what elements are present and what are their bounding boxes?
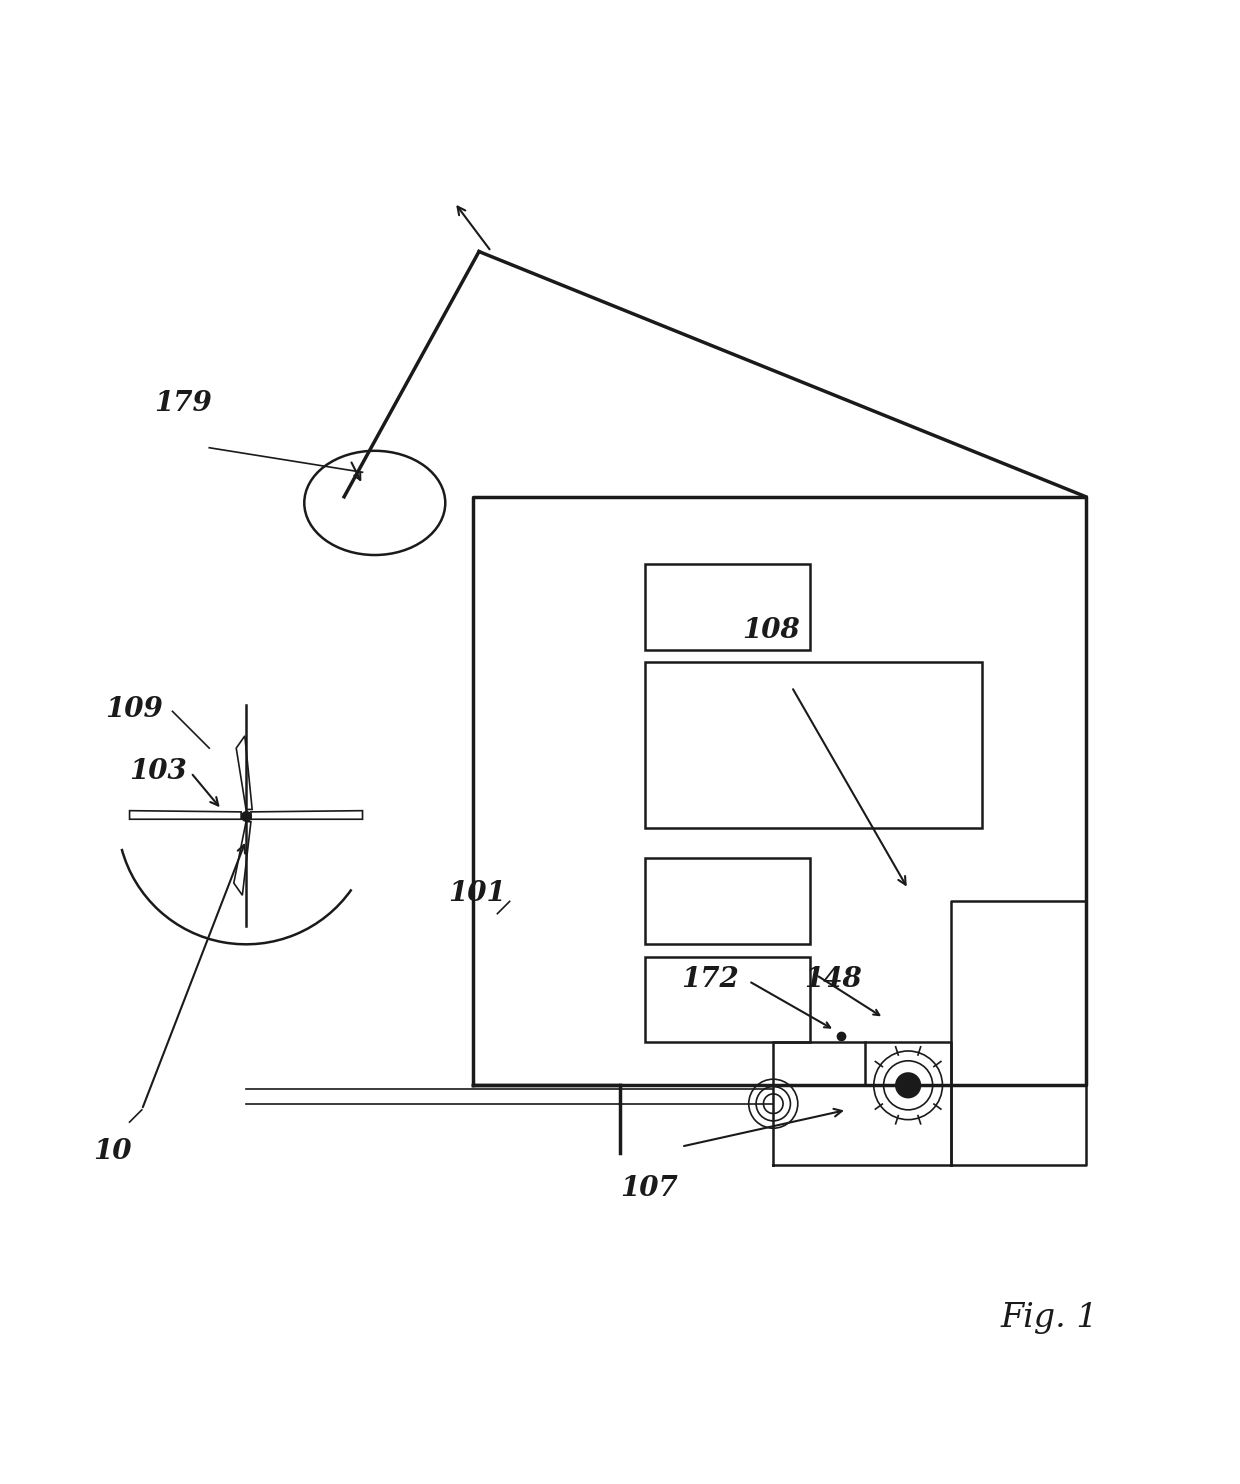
Text: 172: 172	[681, 966, 739, 993]
Text: 103: 103	[129, 758, 187, 785]
Text: 109: 109	[105, 696, 162, 724]
Text: 179: 179	[154, 390, 212, 417]
Text: 148: 148	[804, 966, 862, 993]
Text: 101: 101	[449, 880, 506, 907]
Text: 10: 10	[93, 1138, 131, 1165]
Text: 107: 107	[620, 1175, 678, 1202]
Text: 108: 108	[743, 617, 800, 644]
Text: Fig. 1: Fig. 1	[1001, 1303, 1097, 1334]
Circle shape	[895, 1073, 920, 1098]
